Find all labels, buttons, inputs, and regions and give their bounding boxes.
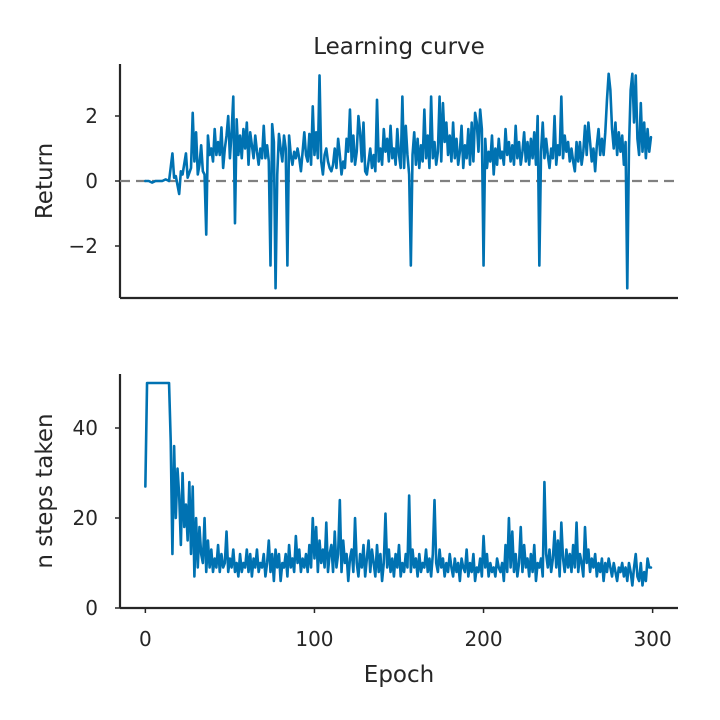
x-tick-label: 300 — [634, 627, 672, 651]
x-axis-label: Epoch — [364, 662, 434, 688]
series-line-return — [144, 72, 653, 290]
x-tick-label: 0 — [139, 627, 152, 651]
y-tick-label: 0 — [85, 596, 98, 620]
return-panel: −2 0 2 Learning curve Return — [32, 34, 678, 300]
y-axis-label: Return — [32, 143, 58, 219]
y-axis-label: n steps taken — [32, 413, 58, 568]
y-tick-label: 2 — [85, 104, 98, 128]
steps-panel: 0 20 40 0 100 200 300 n steps taken Epoch — [32, 374, 678, 688]
chart-title: Learning curve — [313, 34, 485, 60]
y-tick-label: 40 — [73, 416, 98, 440]
y-tick-label: 20 — [73, 506, 98, 530]
y-tick-label: 0 — [85, 169, 98, 193]
x-tick-label: 100 — [295, 627, 333, 651]
y-tick-label: −2 — [69, 234, 98, 258]
x-tick-label: 200 — [464, 627, 502, 651]
series-line-steps — [144, 381, 653, 587]
